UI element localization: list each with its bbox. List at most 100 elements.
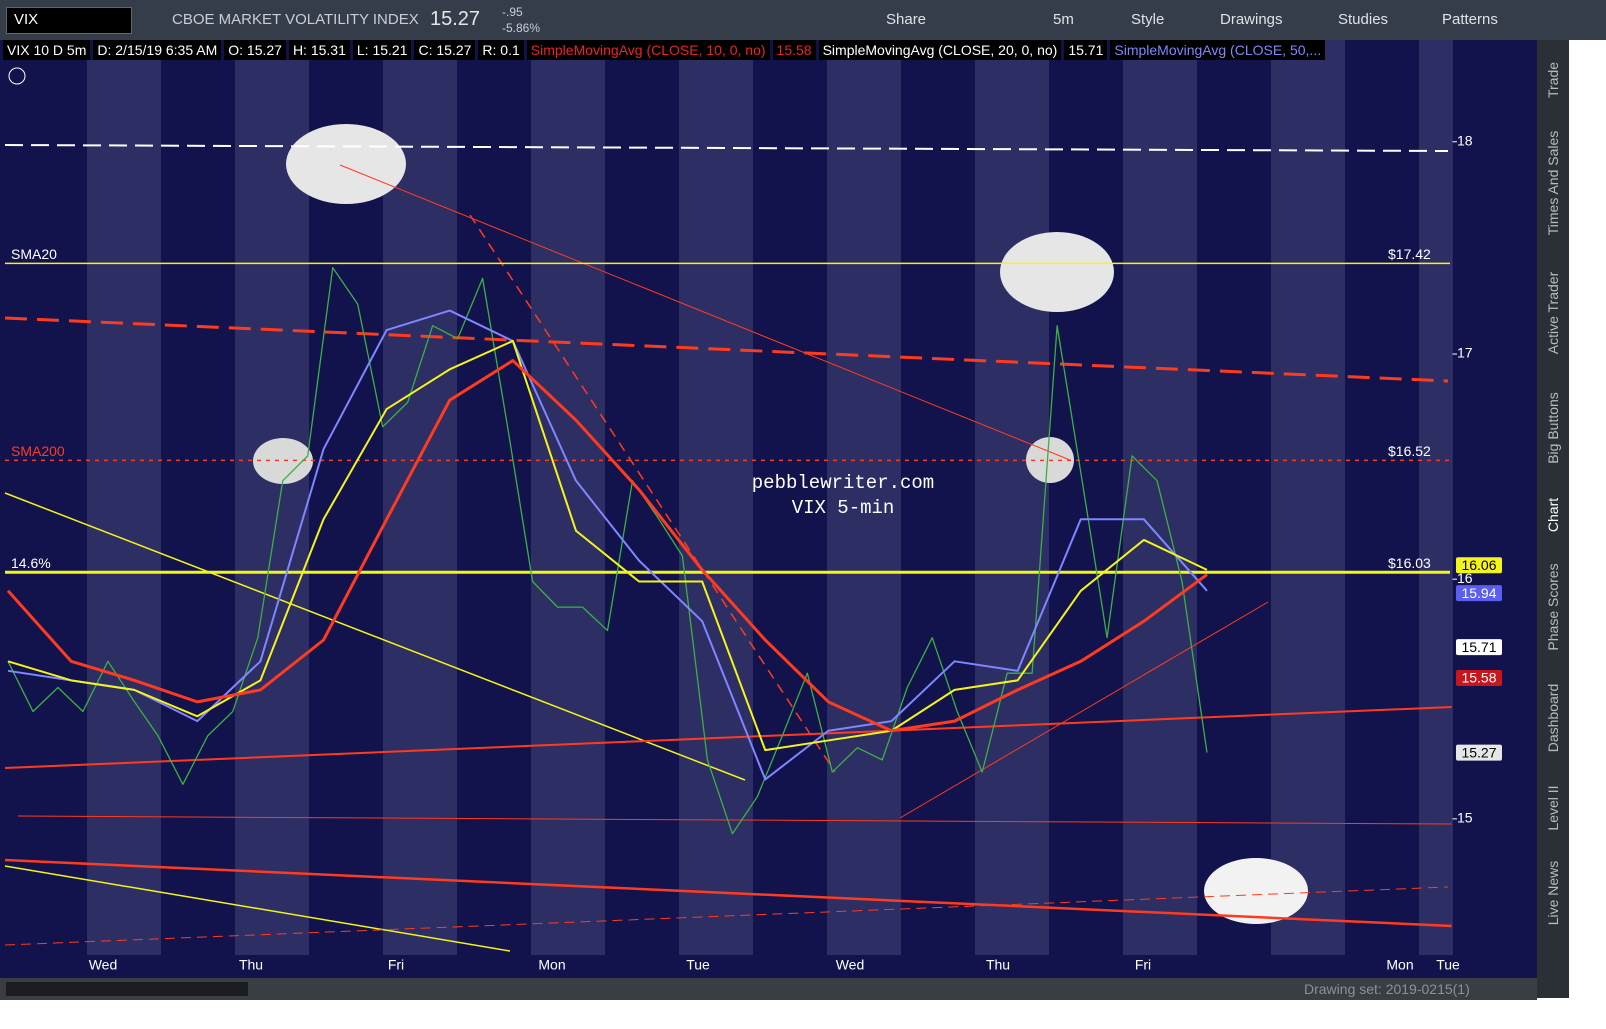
trendline — [4, 858, 1453, 928]
symbol-box[interactable] — [6, 7, 132, 34]
trendline — [469, 214, 836, 773]
session-band — [383, 40, 457, 955]
sidebar-tab[interactable]: Times And Sales — [1545, 130, 1561, 236]
level-value: $16.03 — [1388, 555, 1431, 571]
x-tick-label: Wed — [89, 957, 118, 973]
trendline — [4, 144, 1449, 152]
session-band — [87, 40, 161, 955]
x-tick-label: Thu — [239, 957, 263, 973]
highlight — [1204, 858, 1308, 924]
level-name: SMA20 — [11, 246, 57, 262]
price-badge-label: 16.06 — [1461, 557, 1496, 573]
button[interactable]: Studies — [1338, 11, 1389, 28]
status-item: SimpleMovingAvg (CLOSE, 10, 0, no) — [526, 40, 770, 60]
price-badge-label: 15.27 — [1461, 744, 1496, 760]
sidebar-tab[interactable]: Trade — [1545, 61, 1561, 99]
series-line — [7, 267, 1208, 835]
highlights — [253, 124, 1308, 924]
alert-icon[interactable] — [8, 67, 26, 85]
trendline — [4, 316, 1449, 383]
session-band — [975, 40, 1049, 955]
watermark: pebblewriter.com — [752, 472, 934, 494]
status-item: SimpleMovingAvg (CLOSE, 50,... — [1110, 40, 1326, 60]
chart: 15 16 17 18 Wed Thu Fri Mon Tue Wed Thu Fri Mon Tue SM… — [0, 40, 1537, 978]
series-line — [7, 339, 1208, 752]
scrollbar: Drawing set: 2019-0215(1) — [0, 978, 1537, 1000]
sidebar-tab[interactable]: Active Trader — [1545, 271, 1561, 355]
trendline — [4, 865, 511, 952]
level-value: $16.52 — [1388, 443, 1431, 459]
status-item: O: 15.27 — [224, 40, 286, 60]
price-badge-label: 15.94 — [1461, 585, 1496, 601]
y-tick-label: 17 — [1457, 345, 1473, 361]
status-item: C: 15.27 — [414, 40, 476, 60]
session-band — [827, 40, 901, 955]
trendline — [4, 886, 1449, 946]
level-name: SMA200 — [11, 443, 65, 459]
session-band — [235, 40, 309, 955]
price-badge — [1456, 557, 1502, 574]
button[interactable]: 5m — [1053, 11, 1074, 28]
x-tick-label: Fri — [1135, 957, 1151, 973]
symbol[interactable]: VIX — [14, 11, 39, 28]
status-item: SimpleMovingAvg (CLOSE, 20, 0, no) — [818, 40, 1062, 60]
sidebar: Trade Times And Sales Active Trader Big But… — [1537, 40, 1569, 998]
sidebar-tab[interactable]: Level II — [1545, 785, 1561, 831]
status-item: D: 2/15/19 6:35 AM — [93, 40, 222, 60]
level-name: 14.6% — [11, 555, 51, 571]
price-badge — [1456, 669, 1502, 686]
highlight — [1000, 232, 1114, 312]
sidebar-tab[interactable]: Dashboard — [1545, 683, 1561, 753]
price-badge-label: 15.71 — [1461, 639, 1496, 655]
status-item: 15.71 — [1064, 40, 1108, 60]
status-item: L: 15.21 — [352, 40, 412, 60]
scroll-handle[interactable] — [6, 982, 248, 996]
button[interactable]: Drawings — [1220, 11, 1283, 28]
highlight — [253, 438, 313, 484]
status-item: VIX 10 D 5m — [3, 40, 91, 60]
change: -.95 — [502, 5, 523, 19]
description: CBOE MARKET VOLATILITY INDEX — [172, 11, 419, 28]
status-bar: VIX 10 D 5m D: 2/15/19 6:35 AM O: 15.27 H: … — [3, 40, 1326, 60]
button[interactable]: Patterns — [1442, 11, 1498, 28]
price-axis — [1452, 40, 1537, 978]
x-tick-label: Fri — [388, 957, 404, 973]
session-band — [679, 40, 753, 955]
toolbar: VIX CBOE MARKET VOLATILITY INDEX 15.27 -… — [0, 0, 1606, 40]
session-band — [1123, 40, 1197, 955]
x-tick-label: Mon — [1386, 957, 1413, 973]
trendline — [899, 601, 1269, 819]
sidebar-tab[interactable]: Chart — [1545, 497, 1561, 533]
x-tick-label: Tue — [1436, 957, 1460, 973]
x-tick-label: Wed — [836, 957, 865, 973]
session-band — [1271, 40, 1345, 955]
x-tick-label: Thu — [986, 957, 1010, 973]
session-band — [1419, 40, 1452, 955]
x-tick-label: Mon — [538, 957, 565, 973]
price-badge — [1456, 639, 1502, 656]
status-item: R: 0.1 — [478, 40, 524, 60]
last-price: 15.27 — [430, 8, 481, 30]
status-item: 15.58 — [772, 40, 816, 60]
trendline — [4, 706, 1453, 769]
y-tick-label: 18 — [1457, 132, 1473, 148]
status-item: H: 15.31 — [288, 40, 350, 60]
sidebar-tab[interactable]: Live News — [1545, 860, 1561, 926]
y-tick-label: 16 — [1457, 570, 1473, 586]
button[interactable]: Share — [886, 11, 927, 28]
sidebar-tab[interactable]: Big Buttons — [1545, 392, 1561, 464]
plot: 15 16 17 18 Wed Thu Fri Mon Tue Wed Thu Fri Mon Tue SM… — [5, 132, 1502, 973]
change-pct: -5.86% — [502, 21, 541, 35]
session-band — [531, 40, 605, 955]
price-badge-label: 15.58 — [1461, 670, 1496, 686]
sidebar-tab[interactable]: Phase Scores — [1545, 563, 1561, 651]
button[interactable]: Style — [1131, 11, 1165, 28]
y-tick-label: 15 — [1457, 810, 1473, 826]
price-badge — [1456, 744, 1502, 761]
series-line — [6, 359, 1208, 733]
trendlines — [4, 144, 1453, 952]
trendline — [4, 492, 746, 781]
price-badge — [1456, 585, 1502, 602]
level-value: $17.42 — [1388, 246, 1431, 262]
